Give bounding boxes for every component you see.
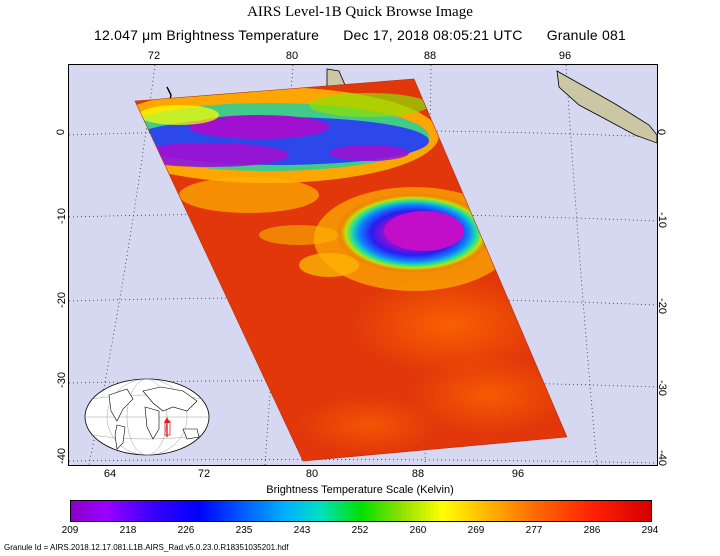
colorbar [70, 500, 652, 522]
lon-bottom-label: 80 [305, 468, 319, 480]
location-marker-arrow [164, 417, 170, 423]
lon-bottom-label: 72 [197, 468, 211, 480]
granule-id: Granule Id = AIRS.2018.12.17.081.L1B.AIR… [4, 543, 289, 552]
colorbar-tick-label: 269 [467, 525, 485, 536]
lat-left-label: -30 [55, 372, 68, 388]
granule-label: Granule 081 [546, 27, 626, 43]
colorbar-tick-label: 260 [409, 525, 427, 536]
colorbar-ticks: 209 218 226 235 243 252 260 269 277 286 294 [62, 521, 659, 536]
colorbar-tick-label: 294 [641, 525, 659, 536]
lon-top-label: 96 [558, 50, 572, 62]
inset-globe [84, 378, 210, 456]
colorbar-tick-label: 218 [119, 525, 137, 536]
lon-bottom-label: 88 [411, 468, 425, 480]
lon-top-label: 72 [147, 50, 161, 62]
colorbar-title: Brightness Temperature Scale (Kelvin) [266, 484, 454, 496]
lat-left-label: 0 [55, 128, 68, 136]
colorbar-tick-label: 243 [293, 525, 311, 536]
colorbar-tick-label: 277 [525, 525, 543, 536]
map-canvas [69, 65, 657, 465]
image-subtitle: 12.047 μm Brightness Temperature Dec 17,… [0, 27, 720, 43]
lon-top-label: 80 [285, 50, 299, 62]
lon-bottom-label: 96 [511, 468, 525, 480]
colorbar-tick-label: 226 [177, 525, 195, 536]
colorbar-tick-label: 235 [235, 525, 253, 536]
lat-left-label: -40 [55, 448, 68, 464]
lat-left-label: -10 [55, 208, 68, 224]
map-frame [68, 64, 658, 466]
sumatra-land [556, 70, 657, 144]
colorbar-tick-label: 286 [583, 525, 601, 536]
lat-left-label: -20 [55, 292, 68, 308]
colorbar-tick-label: 209 [61, 525, 79, 536]
image-title: AIRS Level-1B Quick Browse Image [247, 4, 473, 20]
lon-bottom-label: 64 [103, 468, 117, 480]
lon-top-label: 88 [423, 50, 437, 62]
product-label: 12.047 μm Brightness Temperature [94, 27, 320, 43]
datetime-label: Dec 17, 2018 08:05:21 UTC [343, 27, 523, 43]
colorbar-tick-label: 252 [351, 525, 369, 536]
